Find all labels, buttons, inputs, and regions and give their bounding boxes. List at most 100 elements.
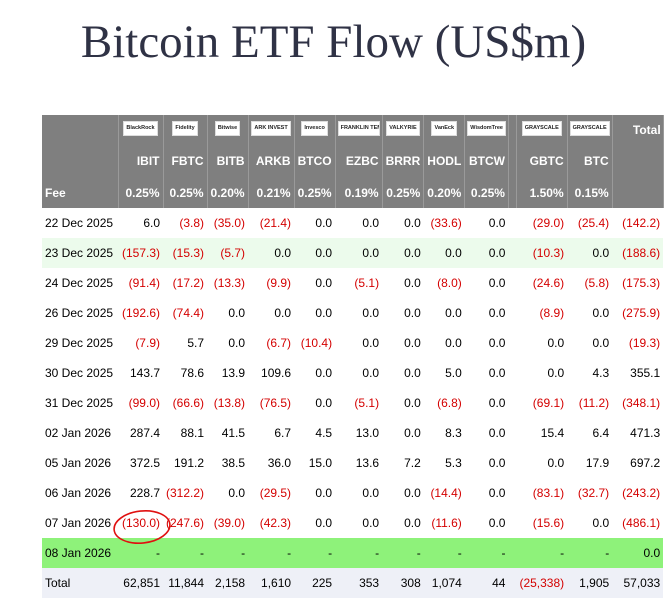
logo-cell: GRAYSCALE	[516, 115, 568, 145]
value-cell: 13.0	[355, 426, 380, 440]
fund-logo: ARK INVEST	[251, 121, 291, 136]
value-cell: 109.6	[261, 366, 292, 380]
ticker-cell: BTCO	[294, 145, 336, 177]
value-cell: 0.0	[335, 238, 383, 268]
value-cell: (348.1)	[622, 396, 661, 410]
value-cell: 0.0	[488, 336, 506, 350]
value-cell: 15.4	[540, 426, 565, 440]
date-cell: 22 Dec 2025	[45, 216, 114, 230]
value-cell: (142.2)	[622, 216, 661, 230]
value-cell: 17.9	[585, 456, 610, 470]
value-cell: (91.4)	[128, 276, 160, 290]
logo-cell: Invesco	[294, 115, 336, 145]
value-cell: 471.3	[630, 426, 661, 440]
data-row: 30 Dec 2025 143.7 78.6 13.9 109.6 0.0 0.0 0.0 5.…	[42, 358, 663, 388]
value-cell: 0.0	[423, 238, 465, 268]
logo-cell: ARK INVEST	[248, 115, 295, 145]
value-cell: 5.7	[187, 336, 205, 350]
value-cell: 0.0	[488, 366, 506, 380]
value-cell: 0.0	[362, 516, 380, 530]
fee-cell: 0.15%	[567, 177, 613, 208]
value-cell: 697.2	[630, 456, 661, 470]
value-cell: (5.8)	[584, 276, 610, 290]
value-cell: (17.2)	[172, 276, 205, 290]
value-cell: 57,033	[612, 568, 664, 598]
value-cell: (8.0)	[437, 276, 462, 290]
value-cell: 0.0	[445, 336, 462, 350]
data-row: 23 Dec 2025 (157.3) (15.3) (5.7) 0.0 0.0 0.0 0.…	[42, 238, 664, 268]
blank-cell	[612, 177, 664, 208]
fee-cell: 0.21%	[248, 177, 295, 208]
data-row: 07 Jan 2026 (130.0) (247.6) (39.0) (42.3) 0.0…	[42, 508, 663, 538]
head fee-row: Fee 0.25% 0.25% 0.20% 0.21% 0.25% 0.19% 0.25% 0.…	[42, 177, 664, 208]
value-cell: 0.0	[404, 396, 421, 410]
value-cell: 228.7	[129, 486, 160, 500]
data-row: 24 Dec 2025 (91.4) (17.2) (13.3) (9.9) 0.0 (5.…	[42, 268, 663, 298]
blank-cell	[612, 145, 664, 177]
value-cell: 0.0	[592, 516, 610, 530]
value-cell: 353	[335, 568, 383, 598]
value-cell: 44	[464, 568, 509, 598]
head tickers-row: IBIT FBTC BITB ARKB BTCO EZBC BRRR HODL BTCW GBTC…	[42, 145, 664, 177]
value-cell: (19.3)	[628, 336, 661, 350]
data-row: 05 Jan 2026 372.5 191.2 38.5 36.0 15.0 13.6 7.2…	[42, 448, 663, 478]
value-cell: 6.0	[143, 216, 160, 230]
value-cell: 0.0	[294, 238, 336, 268]
value-cell: 0.0	[404, 486, 421, 500]
value-cell: 0.0	[404, 366, 421, 380]
value-cell: 0.0	[362, 306, 380, 320]
spacer-cell	[508, 238, 517, 268]
spacer-cell	[508, 268, 516, 298]
value-cell: (24.6)	[532, 276, 565, 290]
spacer-cell	[508, 508, 516, 538]
logo-cell: VanEck	[423, 115, 466, 145]
fee-cell: 0.25%	[118, 177, 164, 208]
fee-cell: 0.25%	[163, 177, 208, 208]
value-cell: 372.5	[129, 456, 160, 470]
row-label: Fee	[42, 177, 119, 208]
value-cell: 0.0	[315, 486, 333, 500]
corner-cell	[42, 145, 119, 177]
spacer-cell	[508, 538, 517, 568]
value-cell: 0.0	[228, 336, 246, 350]
value-cell: (157.3)	[118, 238, 163, 268]
value-cell: 0.0	[404, 216, 421, 230]
value-cell: 0.0	[488, 426, 506, 440]
ticker-cell: HODL	[423, 145, 466, 177]
ticker-cell: EZBC	[335, 145, 383, 177]
spacer-cell	[508, 358, 516, 388]
value-cell: (21.4)	[259, 216, 292, 230]
value-cell: (13.3)	[213, 276, 246, 290]
spacer-cell	[508, 388, 516, 418]
value-cell: (25,338)	[516, 568, 568, 598]
data-row: 22 Dec 2025 6.0 (3.8) (35.0) (21.4) 0.0 0.0 0.0…	[42, 208, 663, 238]
header-cell: Total	[612, 115, 664, 145]
value-cell: (243.2)	[622, 486, 661, 500]
value-cell: 0.0	[592, 306, 610, 320]
value-cell: (83.1)	[532, 486, 565, 500]
fund-logo: GRAYSCALE	[521, 121, 562, 136]
fee-cell: 0.25%	[382, 177, 425, 208]
value-cell: 0.0	[315, 276, 333, 290]
value-cell: (15.3)	[163, 238, 208, 268]
logo-cell: Fidelity	[163, 115, 208, 145]
value-cell: 15.0	[308, 456, 333, 470]
spacer-cell	[508, 418, 516, 448]
value-cell: -	[248, 538, 295, 568]
date-cell: 05 Jan 2026	[45, 456, 112, 470]
value-cell: 13.9	[221, 366, 246, 380]
value-cell: 41.5	[221, 426, 246, 440]
value-cell: 225	[294, 568, 336, 598]
value-cell: (13.8)	[213, 396, 246, 410]
value-cell: 0.0	[488, 396, 506, 410]
logo-cell: VALKYRIE	[382, 115, 425, 145]
value-cell: (10.3)	[516, 238, 568, 268]
spacer-cell	[508, 208, 516, 238]
value-cell: 0.0	[315, 366, 333, 380]
value-cell: 0.0	[404, 426, 421, 440]
value-cell: 0.0	[404, 516, 421, 530]
page-title: Bitcoin ETF Flow (US$m)	[80, 16, 587, 68]
value-cell: 7.2	[404, 456, 421, 470]
value-cell: (6.8)	[437, 396, 462, 410]
